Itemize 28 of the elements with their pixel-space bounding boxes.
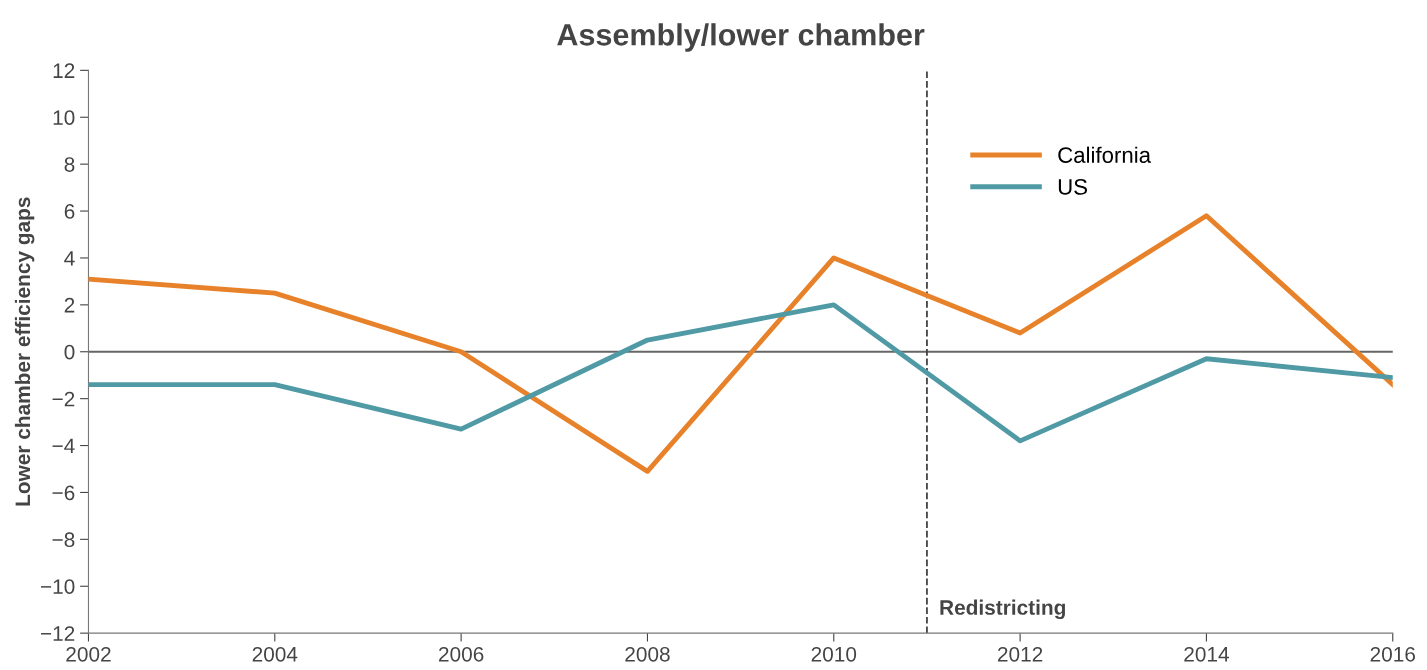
x-tick-label: 2008 xyxy=(625,646,670,662)
y-tick-label: 12 xyxy=(53,63,75,78)
y-tick-label: 4 xyxy=(64,251,75,266)
y-tick-label: −10 xyxy=(40,579,75,594)
y-tick-label: −8 xyxy=(52,532,75,548)
x-tick-label: 2002 xyxy=(66,646,111,662)
x-tick-label: 2016 xyxy=(1370,646,1416,662)
y-tick-label: −6 xyxy=(52,485,75,501)
legend-label: California xyxy=(1058,146,1152,163)
y-tick-label: 6 xyxy=(64,204,75,219)
y-tick-label: −12 xyxy=(40,626,75,641)
line-series xyxy=(88,302,1393,444)
y-tick-label: −4 xyxy=(52,438,75,454)
y-tick-label: 10 xyxy=(53,110,75,125)
line-series xyxy=(88,213,1393,474)
legend-label: US xyxy=(1058,179,1088,195)
chart-title: Assembly/lower chamber xyxy=(557,23,925,52)
y-tick-label: 2 xyxy=(64,297,75,313)
x-tick-label: 2010 xyxy=(811,646,857,662)
y-tick-label: 0 xyxy=(64,344,75,360)
x-tick-label: 2006 xyxy=(439,646,484,662)
ref-line-label: Redistricting xyxy=(940,599,1065,620)
y-tick-label: 8 xyxy=(64,157,75,172)
y-tick-label: −2 xyxy=(52,391,75,407)
y-axis-title: Lower chamber efficiency gaps xyxy=(14,197,35,506)
x-tick-label: 2004 xyxy=(252,646,298,662)
x-tick-label: 2012 xyxy=(997,646,1043,662)
x-tick-label: 2014 xyxy=(1184,646,1229,662)
